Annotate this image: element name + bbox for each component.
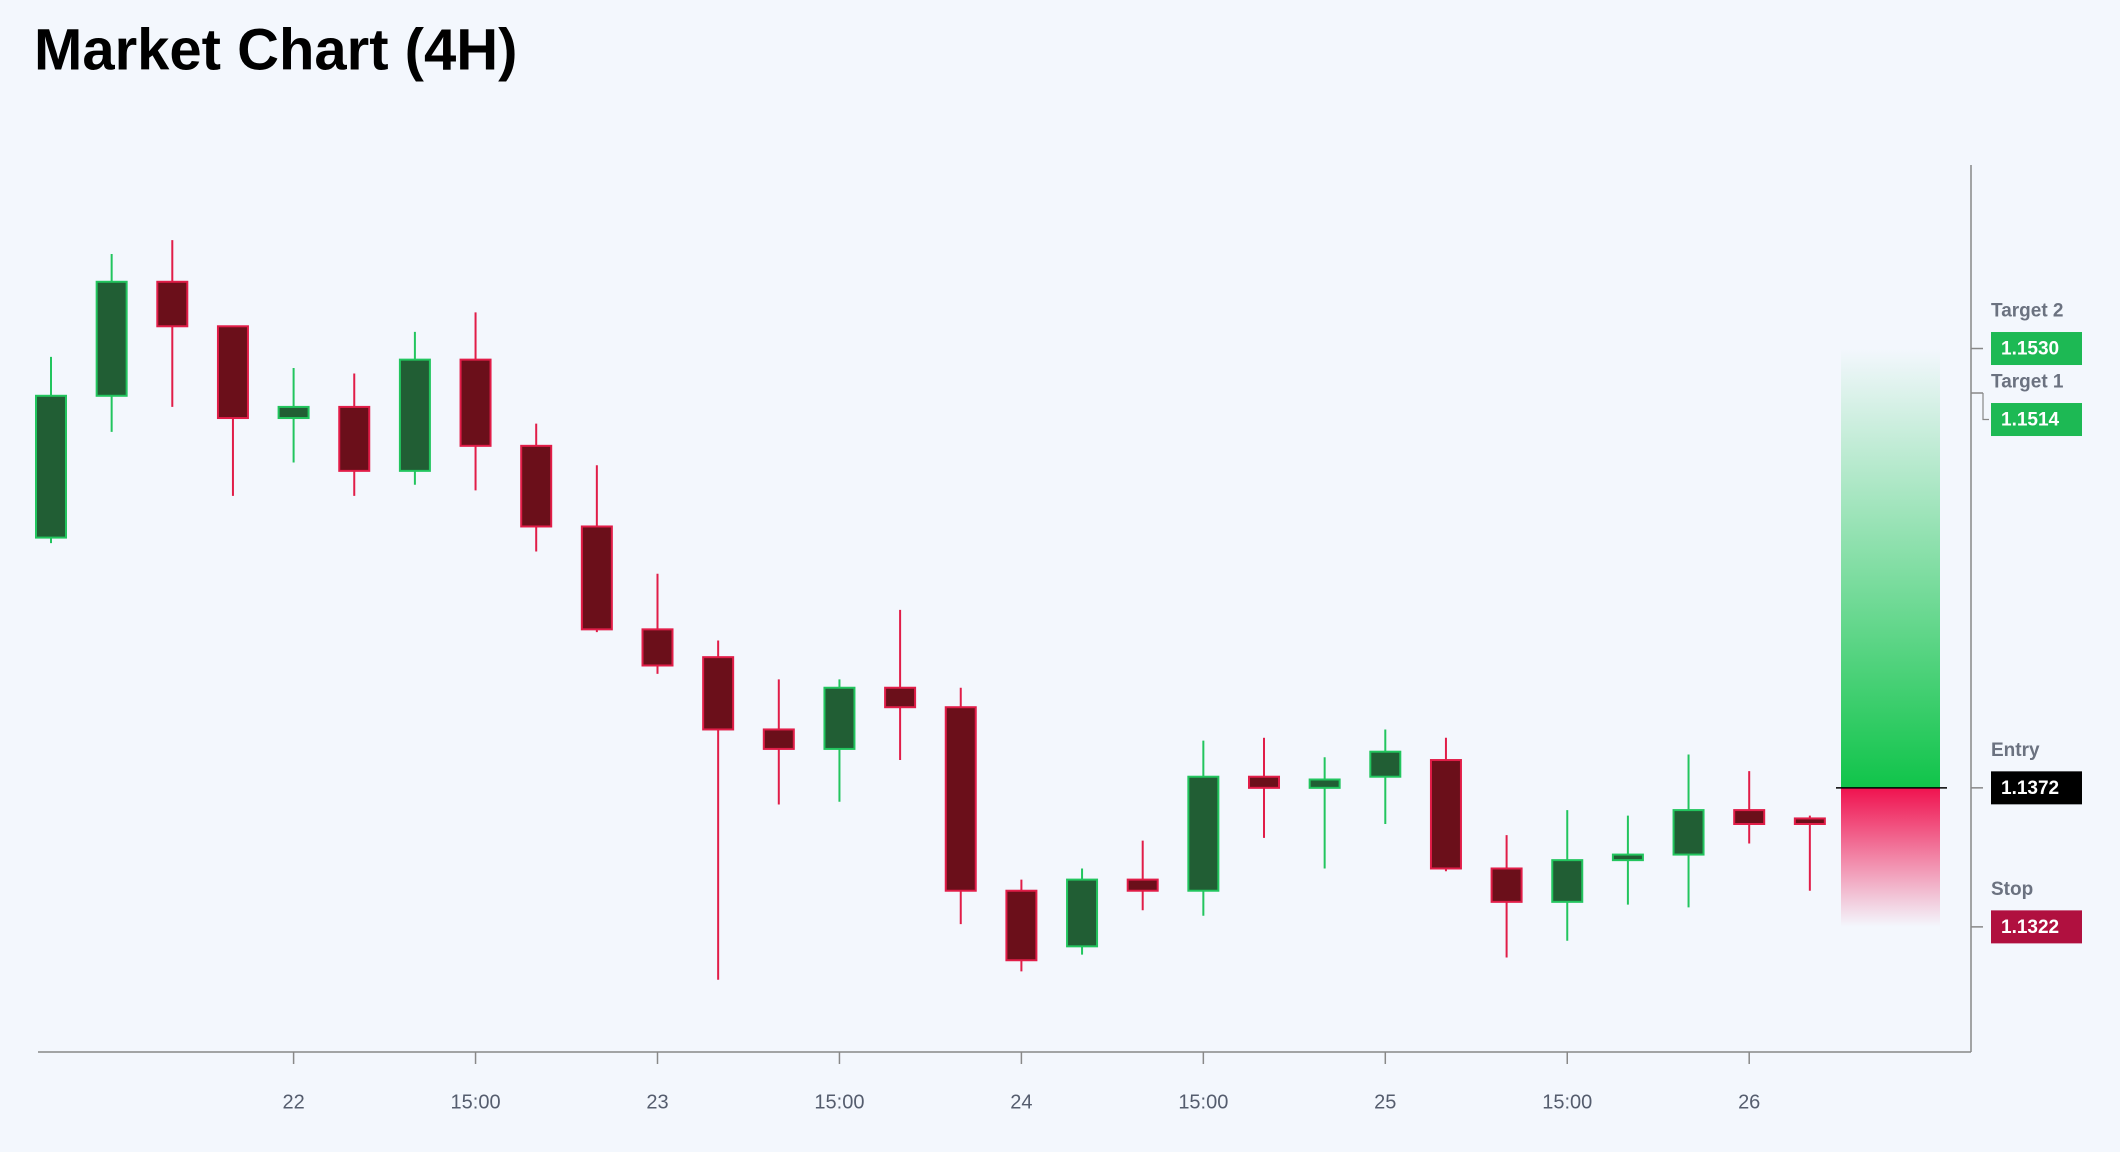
candle-body bbox=[1369, 750, 1402, 778]
x-tick-label: 26 bbox=[1738, 1091, 1760, 1113]
candle-body bbox=[1551, 859, 1584, 903]
level-connector bbox=[1982, 393, 1989, 421]
candle-body bbox=[1066, 878, 1099, 948]
x-tick-label: 25 bbox=[1374, 1091, 1396, 1113]
level-badge bbox=[1991, 910, 2082, 944]
candle-body bbox=[277, 405, 310, 420]
candle-body bbox=[95, 280, 128, 397]
candle-body bbox=[156, 280, 189, 328]
candle-body bbox=[1005, 889, 1038, 962]
x-tick-label: 15:00 bbox=[451, 1091, 501, 1113]
level-name: Entry bbox=[1991, 740, 2040, 761]
candle-body bbox=[1429, 759, 1462, 870]
candle-body bbox=[35, 394, 67, 539]
x-tick-label: 22 bbox=[282, 1091, 304, 1113]
level-name: Target 2 bbox=[1991, 301, 2064, 322]
candle-body bbox=[1793, 817, 1826, 825]
candle-body bbox=[1248, 775, 1280, 789]
candle-body bbox=[338, 405, 371, 472]
candle-body bbox=[641, 628, 674, 667]
level-name: Stop bbox=[1991, 879, 2033, 900]
level-value: 1.1322 bbox=[2001, 917, 2059, 938]
x-tick-label: 15:00 bbox=[1178, 1091, 1228, 1113]
x-tick-label: 24 bbox=[1010, 1091, 1032, 1113]
x-tick-label: 15:00 bbox=[1542, 1091, 1592, 1113]
candle-body bbox=[1733, 809, 1766, 825]
x-tick-label: 15:00 bbox=[814, 1091, 864, 1113]
candle-body bbox=[823, 686, 856, 750]
level-value: 1.1372 bbox=[2001, 778, 2059, 799]
candle-body bbox=[1672, 809, 1705, 856]
candle-body bbox=[944, 706, 977, 892]
candle-body bbox=[459, 358, 492, 447]
candle-body bbox=[1308, 778, 1341, 789]
candle-body bbox=[884, 686, 917, 709]
candle-body bbox=[580, 525, 613, 631]
level-name: Target 1 bbox=[1991, 372, 2064, 393]
level-badge bbox=[1991, 771, 2082, 805]
candle-body bbox=[702, 656, 735, 731]
stop-zone bbox=[1841, 787, 1940, 927]
candle-body bbox=[1126, 878, 1159, 892]
level-badge bbox=[1991, 332, 2082, 366]
candle-body bbox=[1490, 867, 1523, 903]
candle-body bbox=[1611, 853, 1644, 862]
candle-body bbox=[216, 325, 249, 420]
candle-body bbox=[398, 358, 431, 472]
target-zone bbox=[1841, 348, 1940, 788]
candle-body bbox=[762, 728, 795, 750]
x-tick-label: 23 bbox=[646, 1091, 668, 1113]
level-badge bbox=[1991, 403, 2082, 437]
candle-body bbox=[520, 444, 553, 528]
candle-body bbox=[1187, 775, 1220, 892]
level-value: 1.1514 bbox=[2001, 410, 2060, 431]
chart-title: Market Chart (4H) bbox=[34, 17, 517, 82]
level-value: 1.1530 bbox=[2001, 339, 2059, 360]
